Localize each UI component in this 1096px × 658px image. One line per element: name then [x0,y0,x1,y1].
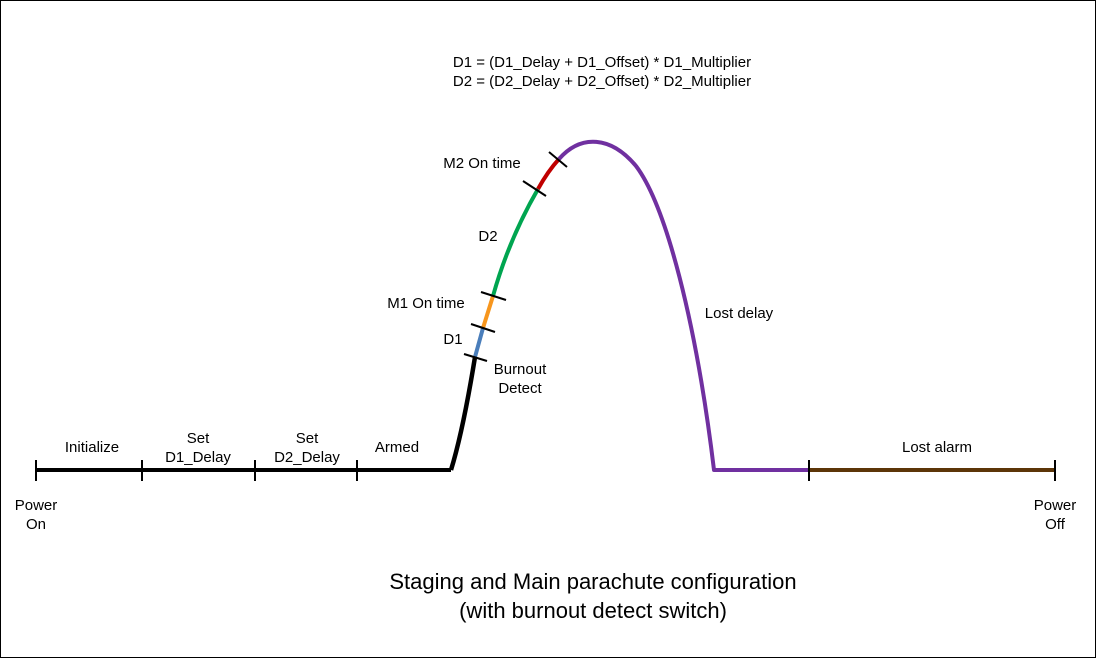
tick-d1-end [470,323,496,333]
formula-d2: D2 = (D2_Delay + D2_Offset) * D2_Multipl… [453,73,751,90]
label-lost-delay: Lost delay [705,305,774,322]
label-initialize: Initialize [65,439,119,456]
label-m2-on-time: M2 On time [443,155,521,172]
label-power-off-2: Off [1045,516,1066,533]
d2-segment [491,187,540,297]
caption-title: Staging and Main parachute configuration [389,569,796,594]
label-armed: Armed [375,439,419,456]
label-lost-alarm: Lost alarm [902,439,972,456]
label-set-d1-delay: D1_Delay [165,449,231,466]
lost-delay-segment [557,139,808,472]
caption-subtitle: (with burnout detect switch) [459,598,727,623]
label-burnout: Burnout [494,361,547,378]
tick-m2-end [548,151,568,168]
d1-segment [473,327,485,358]
timeline-ticks [35,460,1056,481]
m1-segment [481,295,495,329]
tick-burnout [463,353,488,362]
label-power-on-1: Power [15,497,58,514]
label-set-d1: Set [187,430,210,447]
tick-m1-end [480,291,507,301]
label-d1: D1 [443,331,462,348]
label-set-d2: Set [296,430,319,447]
tick-d2-end [522,180,547,197]
formula-d1: D1 = (D1_Delay + D1_Offset) * D1_Multipl… [453,54,751,71]
boost-segment [448,356,478,471]
label-power-off-1: Power [1034,497,1077,514]
label-power-on-2: On [26,516,46,533]
m2-segment [536,157,561,190]
curve-ticks [463,151,568,362]
label-d2: D2 [478,228,497,245]
label-m1-on-time: M1 On time [387,295,465,312]
label-set-d2-delay: D2_Delay [274,449,340,466]
label-detect: Detect [498,380,542,397]
